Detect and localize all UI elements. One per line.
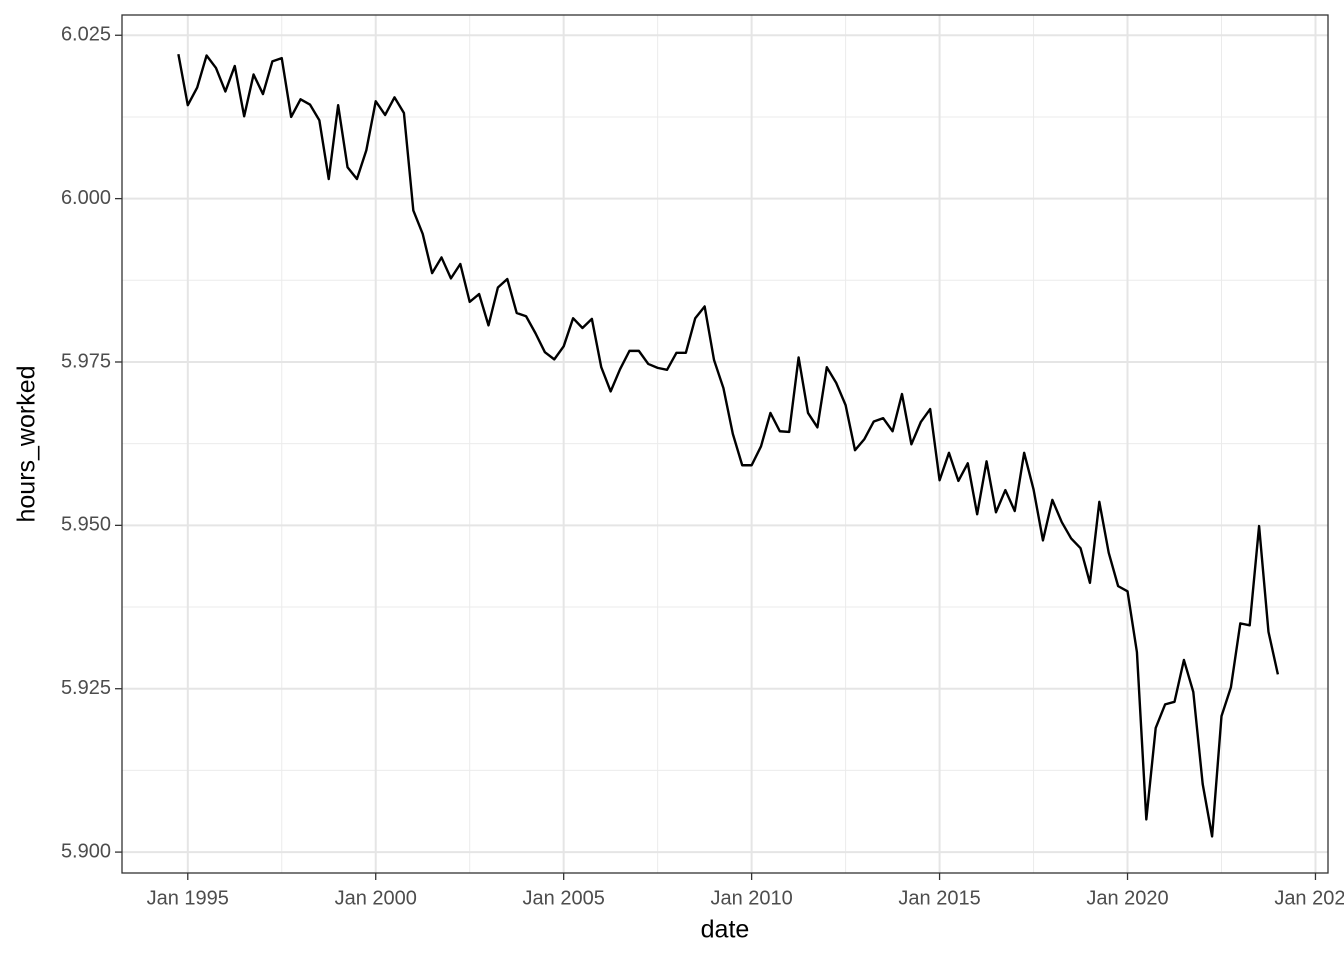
x-tick-label: Jan 2015 bbox=[898, 887, 980, 909]
x-axis-title: date bbox=[701, 916, 750, 944]
y-tick-label: 5.950 bbox=[61, 514, 111, 536]
x-tick-label: Jan 2005 bbox=[523, 887, 605, 909]
y-tick-label: 5.900 bbox=[61, 840, 111, 862]
y-tick-label: 5.975 bbox=[61, 350, 111, 372]
x-tick-label: Jan 2010 bbox=[710, 887, 792, 909]
x-tick-label: Jan 2000 bbox=[335, 887, 417, 909]
line bbox=[177, 53, 1280, 838]
y-tick-label: 5.925 bbox=[61, 677, 111, 699]
x-tick-label: Jan 1995 bbox=[147, 887, 229, 909]
y-tick-label: 6.000 bbox=[61, 187, 111, 209]
x-tick-label: Jan 2020 bbox=[1086, 887, 1168, 909]
panel-border bbox=[121, 14, 1329, 874]
y-axis-title: hours_worked bbox=[13, 365, 41, 522]
y-tick-label: 6.025 bbox=[61, 24, 111, 46]
